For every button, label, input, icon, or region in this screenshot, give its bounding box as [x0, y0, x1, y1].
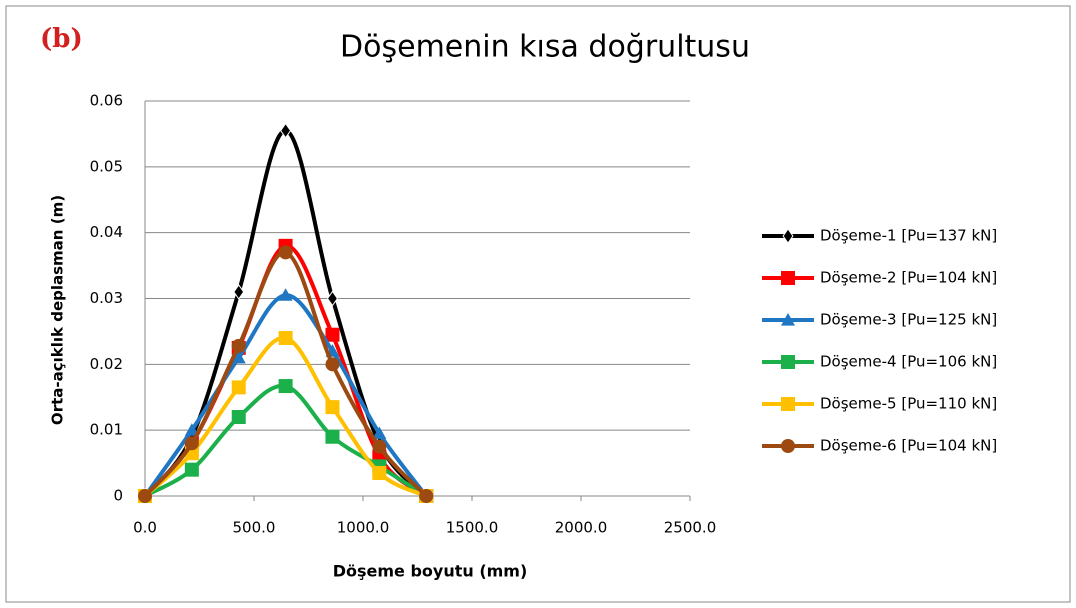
marker — [231, 380, 246, 395]
y-tick-label: 0.02 — [90, 355, 123, 373]
legend-marker — [781, 355, 795, 369]
marker — [278, 245, 293, 260]
x-tick-label: 0.0 — [133, 519, 157, 537]
marker — [138, 489, 152, 503]
chart-title: Döşemenin kısa doğrultusu — [340, 30, 750, 65]
marker — [278, 379, 293, 394]
legend-marker — [781, 313, 795, 326]
x-tick-label: 2000.0 — [555, 519, 608, 537]
marker — [231, 350, 246, 364]
marker — [372, 465, 387, 480]
x-tick-label: 1500.0 — [446, 519, 499, 537]
y-tick-label: 0.01 — [90, 421, 123, 439]
legend-label: Döşeme-4 [Pu=106 kN] — [820, 353, 997, 371]
legend-label: Döşeme-2 [Pu=104 kN] — [820, 269, 997, 287]
y-tick-label: 0.04 — [90, 223, 123, 241]
marker — [233, 284, 245, 300]
marker — [325, 400, 340, 415]
y-axis-label: Orta-açıklık deplasman (m) — [49, 195, 67, 425]
y-tick-label: 0.06 — [90, 92, 123, 110]
legend-marker — [781, 397, 795, 411]
marker — [372, 426, 387, 440]
marker — [326, 290, 338, 307]
marker — [184, 436, 199, 451]
marker — [325, 429, 340, 444]
marker — [419, 489, 434, 503]
x-tick-label: 500.0 — [233, 519, 276, 537]
y-tick-label: 0.05 — [90, 157, 123, 175]
legend-label: Döşeme-6 [Pu=104 kN] — [820, 437, 997, 455]
marker — [278, 288, 293, 301]
marker — [184, 423, 199, 436]
marker — [278, 331, 293, 345]
legend-label: Döşeme-3 [Pu=125 kN] — [820, 311, 997, 329]
marker — [325, 327, 340, 342]
y-tick-label: 0 — [113, 487, 123, 505]
legend-marker — [781, 271, 795, 285]
marker — [184, 462, 199, 477]
x-axis-label: Döşeme boyutu (mm) — [333, 562, 528, 581]
x-tick-label: 2500.0 — [664, 519, 717, 537]
marker — [231, 410, 246, 424]
marker — [280, 122, 292, 139]
legend-marker — [781, 439, 795, 453]
marker — [325, 357, 340, 372]
panel-label: (b) — [40, 24, 83, 54]
marker — [231, 338, 246, 353]
legend-label: Döşeme-1 [Pu=137 kN] — [820, 227, 997, 245]
legend-label: Döşeme-5 [Pu=110 kN] — [820, 395, 997, 413]
x-tick-label: 1000.0 — [337, 519, 390, 537]
chart-frame — [5, 5, 1071, 603]
marker — [372, 439, 387, 454]
y-tick-label: 0.03 — [90, 289, 123, 307]
legend-marker — [782, 228, 794, 244]
